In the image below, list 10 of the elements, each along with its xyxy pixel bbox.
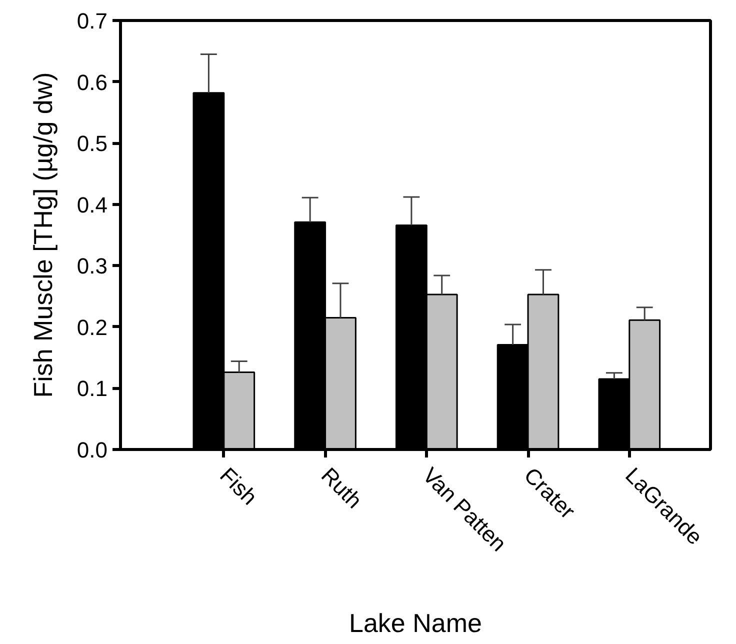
y-tick-label: 0.5 [76,131,108,156]
y-tick-label: 0.4 [76,192,108,218]
text: 0.0 [76,438,108,462]
x-axis-title: Lake Name [349,608,482,638]
y-tick-label: 0.6 [76,70,108,95]
y-tick-label: 0.3 [76,254,108,279]
y-tick-label: 0.1 [76,376,108,402]
y-axis-title: Fish Muscle [THg] (µg/g dw) [28,72,58,398]
y-tick-label: 0.7 [76,8,108,34]
y-tick-label: 0.2 [76,314,108,340]
